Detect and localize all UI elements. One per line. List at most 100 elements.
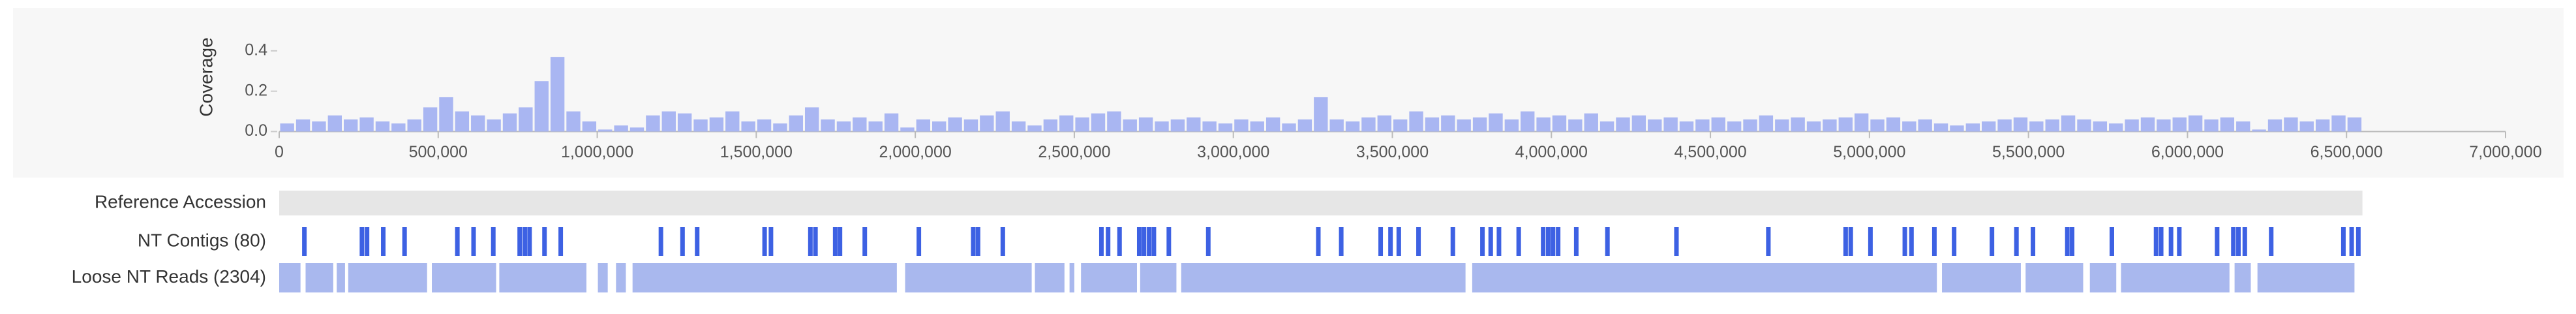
coverage-panel xyxy=(13,8,2564,178)
contig xyxy=(1316,227,1321,256)
contig xyxy=(1932,227,1937,256)
contig xyxy=(2236,227,2241,256)
coverage-bar xyxy=(757,119,772,132)
coverage-bar xyxy=(789,115,803,132)
coverage-bar xyxy=(1138,117,1153,132)
coverage-bar xyxy=(1933,123,1948,132)
coverage-bar xyxy=(1902,121,1917,132)
coverage-bar xyxy=(1345,121,1360,132)
coverage-bar xyxy=(1950,125,1964,132)
contig xyxy=(1496,227,1502,256)
track-label: Reference Accession xyxy=(95,191,266,212)
x-tick-label: 1,000,000 xyxy=(561,143,633,161)
contig xyxy=(2070,227,2075,256)
contig xyxy=(365,227,370,256)
track-label: NT Contigs (80) xyxy=(138,230,266,250)
coverage-bar xyxy=(629,127,644,132)
contig xyxy=(2341,227,2346,256)
contig xyxy=(658,227,663,256)
contig xyxy=(813,227,818,256)
contig xyxy=(1952,227,1957,256)
track-segment xyxy=(2257,263,2355,292)
x-tick-label: 2,000,000 xyxy=(879,143,952,161)
coverage-bar xyxy=(2157,119,2171,132)
coverage-bar xyxy=(1489,113,1503,132)
track-segment xyxy=(1140,263,1177,292)
x-tick-label: 6,000,000 xyxy=(2151,143,2224,161)
coverage-bar xyxy=(725,111,740,132)
coverage-bar xyxy=(1599,121,1614,132)
coverage-bar xyxy=(1616,117,1630,132)
contig xyxy=(2231,227,2236,256)
coverage-bar xyxy=(1187,117,1201,132)
coverage-bar xyxy=(1504,119,1519,132)
track-segment xyxy=(337,263,345,292)
contig xyxy=(971,227,976,256)
contig xyxy=(1147,227,1152,256)
track-segment xyxy=(905,263,1032,292)
coverage-bar xyxy=(2267,119,2282,132)
coverage-bar xyxy=(2252,129,2266,132)
coverage-bar xyxy=(1743,119,1757,132)
coverage-bar xyxy=(614,125,628,132)
contig xyxy=(381,227,386,256)
contig xyxy=(471,227,476,256)
coverage-bar xyxy=(1679,121,1694,132)
coverage-bar xyxy=(1568,119,1583,132)
contig xyxy=(832,227,838,256)
coverage-bar xyxy=(900,127,915,132)
contig xyxy=(1450,227,1455,256)
contig xyxy=(2242,227,2247,256)
coverage-bar xyxy=(534,81,549,132)
coverage-bar xyxy=(2013,117,2028,132)
coverage-bar xyxy=(2347,117,2362,132)
contig xyxy=(542,227,547,256)
y-tick-label: 0.2 xyxy=(245,81,267,99)
coverage-bar xyxy=(804,107,819,132)
coverage-bar xyxy=(1918,119,1932,132)
coverage-bar xyxy=(2093,121,2108,132)
coverage-bar xyxy=(1870,119,1885,132)
coverage-bar xyxy=(1886,117,1901,132)
coverage-bar xyxy=(2236,121,2250,132)
coverage-bar xyxy=(1823,119,1837,132)
coverage-bar xyxy=(1329,119,1344,132)
track-segment xyxy=(1069,263,1074,292)
x-tick-label: 4,500,000 xyxy=(1674,143,1746,161)
contig xyxy=(917,227,922,256)
coverage-bar xyxy=(439,97,453,132)
coverage-bar xyxy=(1250,121,1264,132)
coverage-bar xyxy=(693,119,708,132)
coverage-bar xyxy=(1631,115,1646,132)
contig xyxy=(455,227,460,256)
track-segment xyxy=(598,263,608,292)
coverage-bar xyxy=(2077,119,2091,132)
x-tick-label: 5,000,000 xyxy=(1833,143,1905,161)
coverage-bar xyxy=(1997,119,2012,132)
contig xyxy=(2349,227,2354,256)
coverage-bar xyxy=(1075,117,1089,132)
x-tick-label: 3,500,000 xyxy=(1356,143,1429,161)
coverage-bar xyxy=(2315,119,2330,132)
coverage-bar xyxy=(646,115,660,132)
coverage-bar xyxy=(423,107,438,132)
coverage-bar xyxy=(375,121,390,132)
coverage-bar xyxy=(980,115,994,132)
contig xyxy=(2356,227,2361,256)
track-segment xyxy=(432,263,496,292)
contig xyxy=(1909,227,1914,256)
contig xyxy=(2168,227,2174,256)
coverage-bar xyxy=(391,123,406,132)
track-segment xyxy=(632,263,897,292)
contig xyxy=(762,227,767,256)
coverage-bar xyxy=(884,113,899,132)
coverage-bar xyxy=(1234,119,1249,132)
contig xyxy=(402,227,407,256)
coverage-bar xyxy=(853,117,867,132)
coverage-bar xyxy=(1982,121,1996,132)
track-segment xyxy=(348,263,427,292)
y-tick-label: 0.0 xyxy=(245,121,267,140)
contig xyxy=(1674,227,1679,256)
coverage-bar xyxy=(1648,119,1662,132)
coverage-bar xyxy=(1059,115,1074,132)
